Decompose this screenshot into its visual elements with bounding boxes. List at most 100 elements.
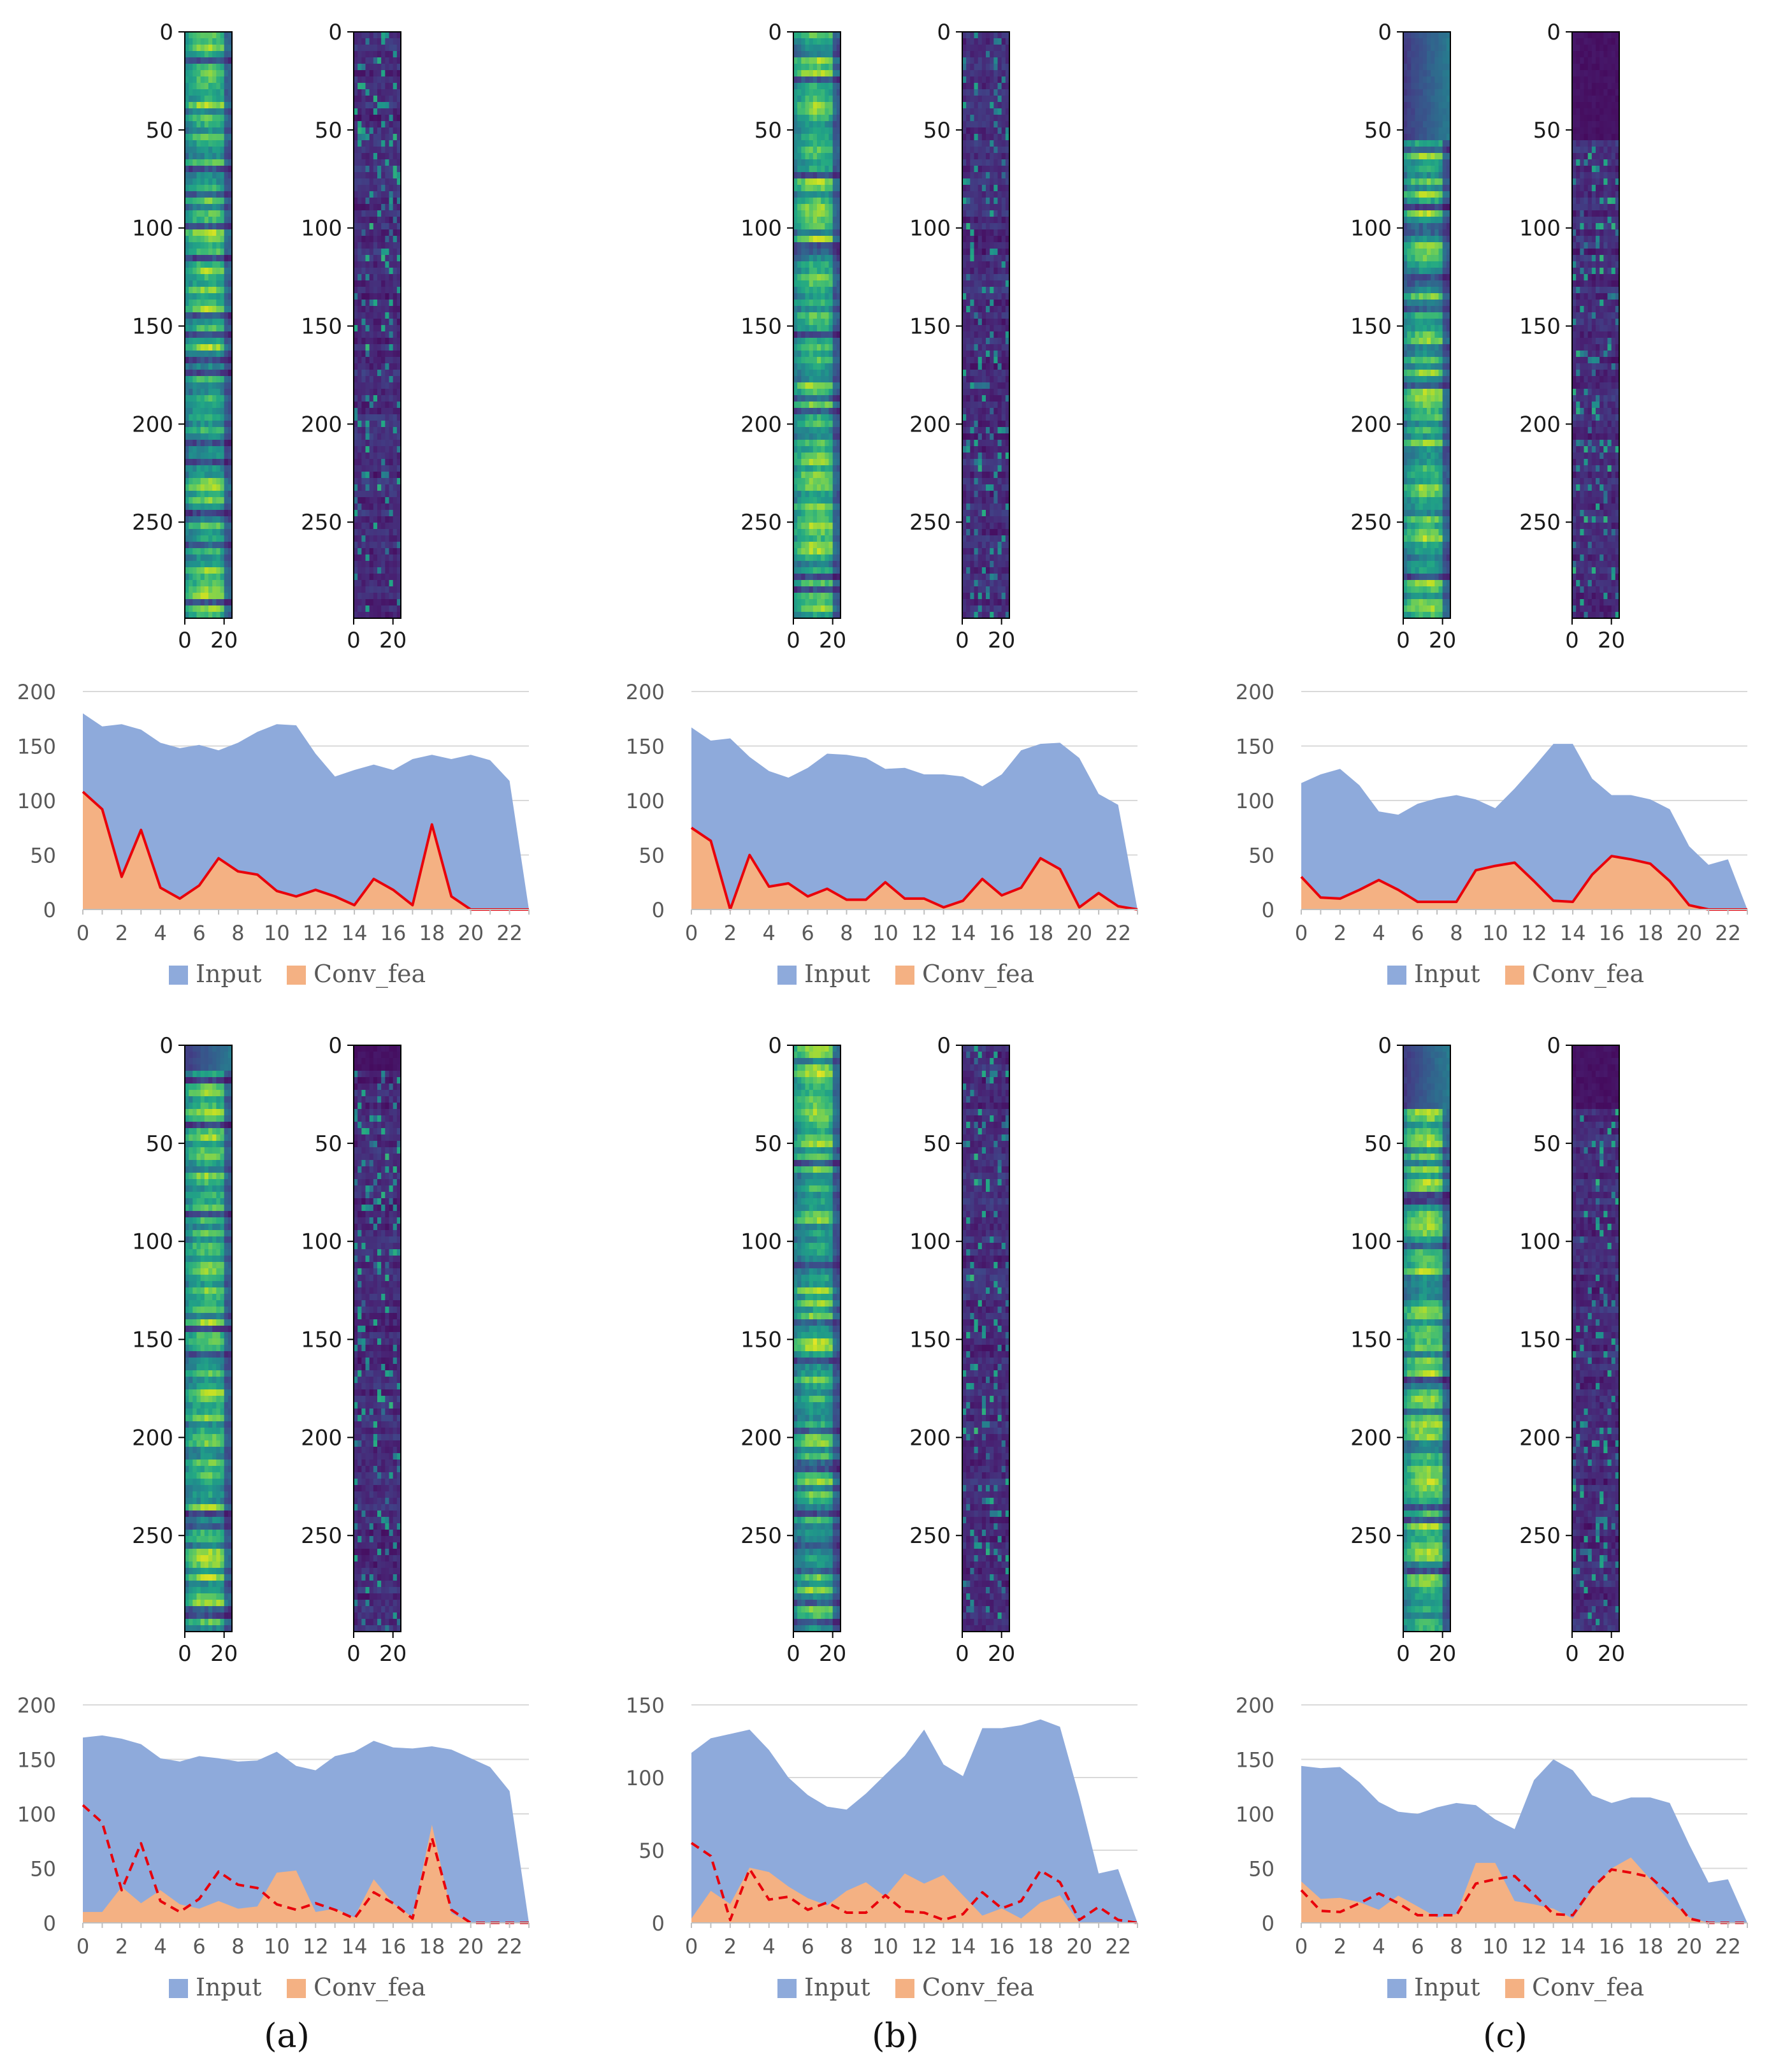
heatmap-cell xyxy=(1001,542,1006,549)
heatmap-cell xyxy=(797,89,802,96)
heatmap-cell xyxy=(369,280,374,287)
heatmap-cell xyxy=(825,529,830,536)
heatmap-cell xyxy=(354,344,358,351)
heatmap-cell xyxy=(1431,57,1435,64)
heatmap-cell xyxy=(365,45,370,52)
heatmap-cell xyxy=(373,370,378,377)
heatmap-cell xyxy=(1427,178,1431,185)
heatmap-y-tick-label: 100 xyxy=(740,216,782,242)
heatmap-cell xyxy=(212,300,217,307)
heatmap-cell xyxy=(185,427,189,434)
heatmap-cell xyxy=(196,185,201,192)
heatmap-cell xyxy=(793,414,798,421)
heatmap-cell xyxy=(396,491,401,498)
heatmap-cell xyxy=(981,548,986,555)
heatmap-cell xyxy=(227,504,233,511)
heatmap-cell xyxy=(825,64,830,71)
heatmap-cell xyxy=(1422,242,1427,249)
heatmap-cell xyxy=(990,427,994,434)
heatmap-cell xyxy=(377,338,382,345)
heatmap-cell xyxy=(365,497,370,504)
heatmap-cell xyxy=(817,510,821,517)
heatmap-cell xyxy=(192,108,198,115)
heatmap-cell xyxy=(354,64,358,71)
heatmap-cell xyxy=(192,293,198,300)
heatmap-cell xyxy=(825,166,830,173)
heatmap-cell xyxy=(396,108,401,115)
heatmap-cell xyxy=(381,472,386,479)
heatmap-cell xyxy=(805,147,810,154)
heatmap-cell xyxy=(817,51,821,58)
heatmap-cell xyxy=(1403,242,1408,249)
heatmap-cell xyxy=(357,395,362,402)
heatmap-cell xyxy=(212,255,217,262)
heatmap-cell xyxy=(821,357,825,364)
heatmap-cell xyxy=(978,580,983,587)
heatmap-cell xyxy=(828,370,834,377)
heatmap-cell xyxy=(1419,147,1424,154)
heatmap-cell xyxy=(189,64,193,71)
heatmap-cell xyxy=(801,574,806,581)
heatmap-cell xyxy=(797,484,802,491)
heatmap-cell xyxy=(978,599,983,606)
heatmap-cell xyxy=(393,223,398,230)
heatmap-cell xyxy=(990,57,994,64)
heatmap-cell xyxy=(986,389,990,396)
heatmap-cell xyxy=(369,172,374,179)
heatmap-cell xyxy=(1001,236,1006,243)
heatmap-cell xyxy=(962,249,967,256)
heatmap-cell xyxy=(793,554,798,561)
heatmap-cell xyxy=(809,612,814,619)
heatmap-cell xyxy=(986,542,990,549)
heatmap-cell xyxy=(192,472,198,479)
heatmap-cell xyxy=(208,363,213,370)
heatmap-cell xyxy=(970,70,975,77)
heatmap-cell xyxy=(797,70,802,77)
heatmap-cell xyxy=(1001,115,1006,122)
heatmap-cell xyxy=(978,561,983,568)
heatmap-cell xyxy=(377,45,382,52)
heatmap-cell xyxy=(1442,274,1447,281)
heatmap-cell xyxy=(970,89,975,96)
heatmap-cell xyxy=(1411,293,1416,300)
heatmap-cell xyxy=(986,580,990,587)
heatmap-cell xyxy=(797,516,802,523)
heatmap-cell xyxy=(196,599,201,606)
heatmap-cell xyxy=(809,542,814,549)
heatmap-cell xyxy=(373,198,378,205)
heatmap-cell xyxy=(825,542,830,549)
heatmap-cell xyxy=(204,70,209,77)
heatmap-cell xyxy=(812,217,818,224)
heatmap-cell xyxy=(997,510,1002,517)
heatmap-cell xyxy=(357,427,362,434)
heatmap-cell xyxy=(189,504,193,511)
heatmap-cell xyxy=(1438,57,1443,64)
heatmap-cell xyxy=(385,510,390,517)
heatmap-cell xyxy=(396,89,401,96)
heatmap-cell xyxy=(224,542,229,549)
heatmap-cell xyxy=(354,32,358,39)
heatmap-cell xyxy=(832,357,837,364)
heatmap-cell xyxy=(962,83,967,90)
heatmap-cell xyxy=(396,274,401,281)
heatmap-cell xyxy=(970,51,975,58)
heatmap-cell xyxy=(828,140,834,147)
heatmap-cell xyxy=(986,300,990,307)
heatmap-cell xyxy=(990,159,994,166)
heatmap-cell xyxy=(828,325,834,332)
heatmap-cell xyxy=(990,319,994,326)
heatmap-cell xyxy=(832,45,837,52)
heatmap-cell xyxy=(832,331,837,338)
heatmap-cell xyxy=(962,45,967,52)
heatmap-cell xyxy=(227,351,233,358)
heatmap-cell xyxy=(365,478,370,485)
heatmap-cell xyxy=(1005,83,1010,90)
heatmap-cell xyxy=(1419,51,1424,58)
heatmap-cell xyxy=(828,612,834,619)
heatmap-cell xyxy=(204,325,209,332)
heatmap-cell xyxy=(793,255,798,262)
heatmap-cell xyxy=(993,255,999,262)
heatmap-frame xyxy=(793,31,841,619)
heatmap-cell xyxy=(357,586,362,593)
